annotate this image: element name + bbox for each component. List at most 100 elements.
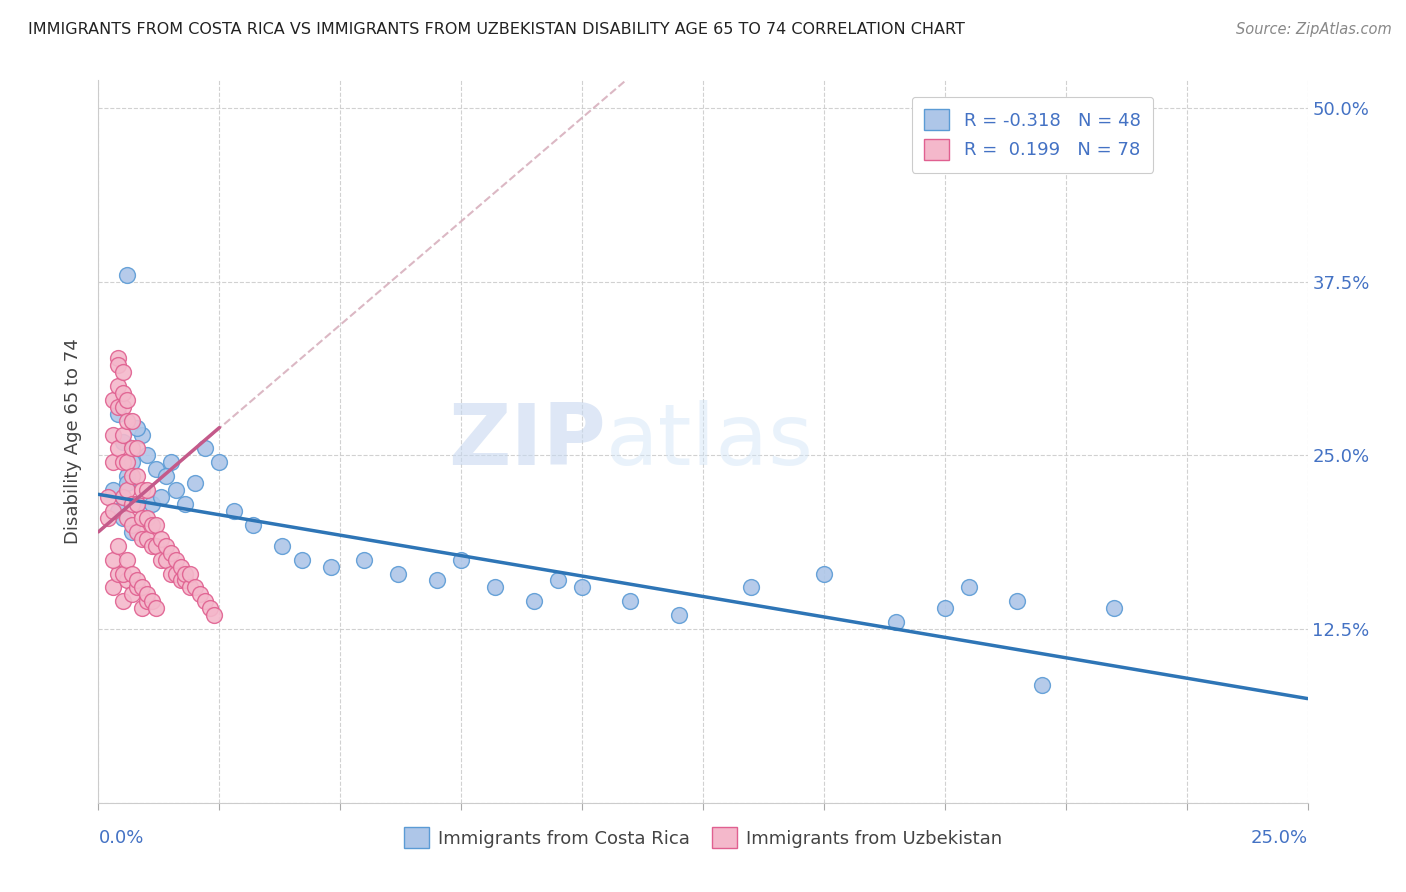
Point — [740, 581, 762, 595]
Point — [121, 587, 143, 601]
Point — [194, 442, 217, 456]
Point — [319, 559, 342, 574]
Point — [101, 581, 124, 595]
Point — [547, 574, 569, 588]
Point — [121, 497, 143, 511]
Point — [101, 455, 124, 469]
Point — [165, 483, 187, 498]
Point — [135, 594, 157, 608]
Point — [160, 546, 183, 560]
Point — [135, 511, 157, 525]
Point — [222, 504, 245, 518]
Point — [111, 511, 134, 525]
Point — [101, 392, 124, 407]
Point — [131, 483, 153, 498]
Point — [107, 351, 129, 366]
Point — [165, 552, 187, 566]
Point — [131, 532, 153, 546]
Point — [145, 601, 167, 615]
Point — [184, 581, 207, 595]
Point — [107, 539, 129, 553]
Point — [208, 455, 231, 469]
Text: Source: ZipAtlas.com: Source: ZipAtlas.com — [1236, 22, 1392, 37]
Point — [117, 414, 139, 428]
Point — [111, 385, 134, 400]
Point — [571, 581, 593, 595]
Point — [150, 552, 173, 566]
Point — [101, 504, 124, 518]
Point — [121, 469, 143, 483]
Point — [117, 455, 139, 469]
Point — [127, 497, 149, 511]
Point — [107, 358, 129, 372]
Point — [155, 539, 177, 553]
Point — [131, 601, 153, 615]
Point — [121, 517, 143, 532]
Point — [387, 566, 409, 581]
Point — [127, 442, 149, 456]
Point — [107, 442, 129, 456]
Point — [135, 483, 157, 498]
Point — [111, 365, 134, 379]
Point — [155, 469, 177, 483]
Point — [117, 483, 139, 498]
Point — [169, 559, 191, 574]
Point — [204, 608, 226, 623]
Point — [127, 469, 149, 483]
Point — [111, 490, 134, 504]
Point — [1007, 594, 1029, 608]
Point — [97, 490, 120, 504]
Point — [127, 420, 149, 434]
Point — [353, 552, 375, 566]
Point — [107, 566, 129, 581]
Point — [165, 566, 187, 581]
Point — [131, 581, 153, 595]
Point — [668, 608, 690, 623]
Point — [198, 601, 221, 615]
Point — [121, 524, 143, 539]
Point — [111, 400, 134, 414]
Point — [179, 581, 201, 595]
Point — [117, 552, 139, 566]
Point — [150, 490, 173, 504]
Point — [111, 566, 134, 581]
Point — [101, 427, 124, 442]
Point — [111, 427, 134, 442]
Point — [145, 539, 167, 553]
Point — [271, 539, 294, 553]
Point — [934, 601, 956, 615]
Point — [127, 524, 149, 539]
Point — [242, 517, 264, 532]
Point — [127, 574, 149, 588]
Point — [131, 427, 153, 442]
Legend: Immigrants from Costa Rica, Immigrants from Uzbekistan: Immigrants from Costa Rica, Immigrants f… — [396, 820, 1010, 855]
Point — [141, 594, 163, 608]
Point — [184, 476, 207, 491]
Point — [101, 483, 124, 498]
Point — [107, 504, 129, 518]
Point — [188, 587, 211, 601]
Point — [131, 511, 153, 525]
Point — [117, 469, 139, 483]
Point — [111, 594, 134, 608]
Point — [111, 490, 134, 504]
Point — [111, 434, 134, 449]
Point — [135, 587, 157, 601]
Point — [135, 449, 157, 463]
Point — [160, 566, 183, 581]
Point — [150, 532, 173, 546]
Point — [290, 552, 312, 566]
Point — [127, 497, 149, 511]
Point — [121, 455, 143, 469]
Point — [107, 379, 129, 393]
Point — [523, 594, 546, 608]
Point — [101, 552, 124, 566]
Point — [135, 532, 157, 546]
Point — [484, 581, 506, 595]
Point — [97, 511, 120, 525]
Point — [117, 574, 139, 588]
Point — [619, 594, 641, 608]
Y-axis label: Disability Age 65 to 74: Disability Age 65 to 74 — [65, 339, 83, 544]
Point — [155, 552, 177, 566]
Point — [121, 442, 143, 456]
